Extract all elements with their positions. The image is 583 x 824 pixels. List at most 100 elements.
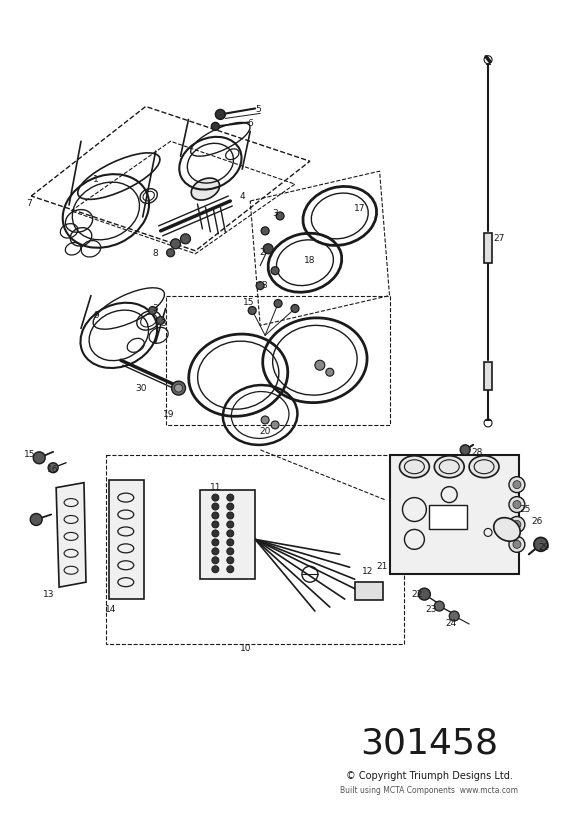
Circle shape [513, 480, 521, 489]
Bar [484, 363, 492, 390]
Text: 13: 13 [43, 590, 55, 598]
Text: Built using MCTA Components  www.mcta.com: Built using MCTA Components www.mcta.com [340, 786, 518, 794]
Circle shape [513, 521, 521, 528]
Bar [484, 233, 492, 263]
Text: 19: 19 [163, 410, 174, 419]
Text: 14: 14 [105, 605, 117, 614]
Circle shape [227, 566, 234, 573]
Circle shape [460, 445, 470, 455]
Circle shape [227, 557, 234, 564]
Text: 12: 12 [362, 567, 373, 576]
Circle shape [227, 494, 234, 501]
Bar [201, 489, 255, 579]
Text: 3: 3 [261, 281, 267, 290]
Text: 8: 8 [153, 249, 159, 258]
Circle shape [256, 282, 264, 289]
Circle shape [509, 536, 525, 552]
Circle shape [212, 557, 219, 564]
Circle shape [263, 244, 273, 254]
Circle shape [271, 421, 279, 429]
Circle shape [212, 521, 219, 528]
Ellipse shape [399, 456, 429, 478]
Ellipse shape [494, 517, 520, 541]
Text: 22: 22 [412, 590, 423, 598]
Circle shape [291, 305, 299, 312]
Text: 7: 7 [26, 199, 32, 208]
Text: 11: 11 [210, 483, 221, 492]
Bar [109, 480, 143, 599]
Text: 3: 3 [153, 304, 159, 313]
Circle shape [261, 227, 269, 235]
Text: 26: 26 [531, 517, 543, 526]
Text: 3: 3 [272, 209, 278, 218]
Text: 20: 20 [259, 428, 271, 437]
Text: 1: 1 [93, 175, 99, 184]
Circle shape [276, 212, 284, 220]
Circle shape [157, 316, 164, 325]
Circle shape [227, 512, 234, 519]
Polygon shape [56, 483, 86, 588]
Circle shape [315, 360, 325, 370]
Text: 25: 25 [519, 505, 531, 514]
Circle shape [212, 539, 219, 545]
Text: 15: 15 [243, 298, 254, 307]
Bar [354, 583, 382, 600]
Circle shape [227, 539, 234, 545]
Circle shape [513, 500, 521, 508]
Circle shape [261, 416, 269, 424]
Text: 23: 23 [426, 605, 437, 614]
Circle shape [509, 477, 525, 493]
Circle shape [227, 521, 234, 528]
Circle shape [30, 513, 42, 526]
Circle shape [534, 537, 548, 551]
Circle shape [248, 307, 256, 315]
Circle shape [509, 517, 525, 532]
Circle shape [509, 497, 525, 513]
Circle shape [33, 452, 45, 464]
Circle shape [271, 267, 279, 274]
Circle shape [434, 601, 444, 611]
Ellipse shape [434, 456, 464, 478]
Ellipse shape [191, 178, 220, 200]
Circle shape [227, 503, 234, 510]
Text: 30: 30 [135, 384, 146, 392]
Circle shape [212, 530, 219, 537]
Circle shape [212, 503, 219, 510]
Bar [429, 504, 467, 530]
Circle shape [326, 368, 334, 377]
Circle shape [274, 300, 282, 307]
Circle shape [149, 307, 157, 315]
Ellipse shape [469, 456, 499, 478]
Circle shape [419, 588, 430, 600]
Circle shape [181, 234, 191, 244]
Text: 29: 29 [538, 543, 550, 552]
Text: © Copyright Triumph Designs Ltd.: © Copyright Triumph Designs Ltd. [346, 771, 513, 781]
Circle shape [227, 530, 234, 537]
Bar [389, 455, 519, 574]
Circle shape [212, 566, 219, 573]
Circle shape [171, 239, 181, 249]
Circle shape [227, 548, 234, 555]
Circle shape [215, 110, 225, 119]
Circle shape [513, 541, 521, 548]
Text: 2: 2 [259, 248, 265, 257]
Text: 9: 9 [93, 311, 99, 320]
Circle shape [48, 463, 58, 473]
Circle shape [212, 512, 219, 519]
Text: 17: 17 [354, 204, 366, 213]
Text: 10: 10 [240, 644, 251, 653]
Text: 16: 16 [47, 466, 59, 475]
Circle shape [212, 494, 219, 501]
Text: 301458: 301458 [360, 727, 498, 761]
Text: 15: 15 [23, 450, 35, 459]
Text: 4: 4 [240, 191, 245, 200]
Text: 6: 6 [247, 119, 253, 128]
Text: 3: 3 [161, 319, 167, 328]
Circle shape [167, 249, 174, 257]
Text: 27: 27 [493, 234, 505, 243]
Circle shape [171, 382, 185, 395]
Circle shape [449, 611, 459, 621]
Text: 18: 18 [304, 256, 315, 265]
Circle shape [212, 123, 219, 130]
Text: 24: 24 [445, 620, 457, 629]
